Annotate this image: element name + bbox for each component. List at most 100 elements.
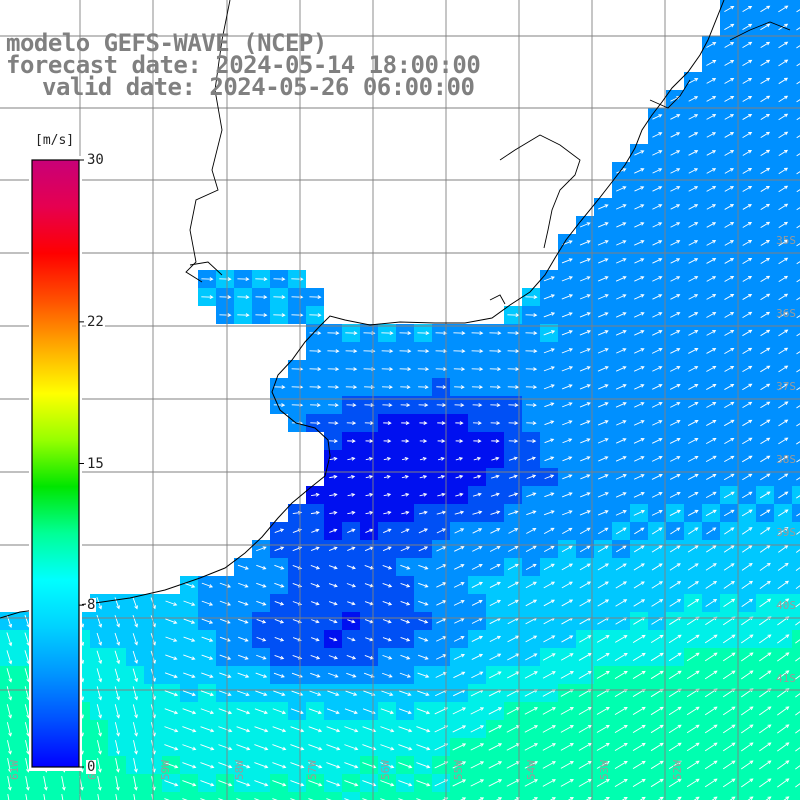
- wind-arrow: [706, 114, 717, 120]
- wind-arrow: [491, 439, 500, 443]
- wind-arrow: [724, 114, 735, 120]
- field-cell: [792, 648, 800, 666]
- wind-arrow: [543, 366, 555, 372]
- wind-arrow: [201, 618, 214, 624]
- wind-arrow: [597, 510, 609, 516]
- wind-arrow: [490, 528, 501, 534]
- wind-arrow: [704, 724, 718, 734]
- wind-arrow: [760, 185, 771, 192]
- wind-arrow: [543, 384, 555, 390]
- field-cell: [792, 90, 800, 108]
- wind-arrow: [398, 726, 413, 733]
- field-cell: [792, 450, 800, 468]
- wind-arrow: [274, 528, 285, 534]
- wind-arrow: [634, 384, 645, 390]
- wind-arrow: [795, 729, 800, 734]
- wind-arrow: [688, 402, 699, 408]
- wind-arrow: [580, 420, 591, 426]
- wind-arrow: [382, 565, 393, 570]
- wind-arrow: [724, 383, 735, 390]
- field-cell: [360, 792, 378, 800]
- wind-arrow: [704, 670, 718, 680]
- wind-arrow: [526, 421, 537, 426]
- wind-arrow: [273, 690, 286, 696]
- wind-arrow: [652, 420, 663, 426]
- wind-arrow: [688, 114, 699, 120]
- wind-arrow: [686, 760, 700, 770]
- wind-arrow: [310, 583, 321, 588]
- wind-arrow: [416, 744, 431, 751]
- wind-arrow: [634, 258, 645, 264]
- wind-arrow: [704, 652, 718, 662]
- wind-arrow: [652, 132, 663, 138]
- wind-arrow: [291, 313, 304, 318]
- wind-arrow: [615, 635, 628, 643]
- wind-arrow: [114, 722, 120, 737]
- field-cell: [792, 126, 800, 144]
- wind-arrow: [616, 240, 627, 246]
- wind-arrow: [580, 474, 591, 480]
- wind-arrow: [560, 725, 574, 733]
- wind-arrow: [471, 599, 483, 606]
- wind-arrow: [686, 652, 700, 662]
- wind-arrow: [724, 293, 735, 300]
- wind-arrow: [632, 778, 646, 788]
- wind-arrow: [706, 527, 717, 535]
- wind-arrow: [525, 545, 537, 553]
- wind-arrow: [578, 707, 592, 715]
- wind-arrow: [778, 5, 789, 13]
- wind-arrow: [164, 762, 179, 769]
- wind-arrow: [401, 439, 410, 443]
- wind-arrow: [310, 403, 321, 408]
- wind-arrow: [760, 149, 771, 157]
- wind-arrow: [633, 563, 645, 571]
- wind-arrow: [598, 204, 609, 210]
- wind-arrow: [417, 672, 430, 678]
- field-cell: [792, 0, 800, 18]
- wind-arrow: [670, 258, 681, 264]
- wind-arrow: [489, 331, 502, 336]
- wind-arrow: [796, 333, 800, 337]
- wind-arrow: [454, 564, 465, 570]
- wind-arrow: [668, 724, 682, 734]
- wind-arrow: [778, 311, 789, 319]
- wind-arrow: [471, 653, 484, 660]
- wind-arrow: [778, 185, 789, 193]
- wind-arrow: [688, 366, 699, 372]
- wind-arrow: [365, 492, 374, 497]
- wind-arrow: [256, 546, 267, 552]
- wind-arrow: [400, 619, 411, 624]
- wind-arrow: [742, 185, 753, 192]
- wind-arrow: [615, 563, 627, 571]
- longitude-label: 56W: [379, 760, 392, 780]
- wind-arrow: [382, 546, 392, 552]
- wind-arrow: [650, 652, 664, 662]
- wind-arrow: [760, 275, 771, 283]
- wind-arrow: [650, 760, 664, 770]
- wind-arrow: [615, 384, 627, 390]
- wind-arrow: [525, 349, 538, 354]
- wind-arrow: [133, 740, 138, 755]
- wind-arrow: [742, 473, 753, 481]
- wind-arrow: [760, 365, 771, 373]
- wind-arrow: [561, 563, 573, 571]
- wind-arrow: [598, 258, 609, 264]
- wind-arrow: [741, 509, 753, 517]
- wind-arrow: [759, 580, 771, 589]
- wind-arrow: [274, 637, 285, 642]
- field-cell: [612, 792, 630, 800]
- field-cell: [792, 540, 800, 558]
- wind-arrow: [652, 114, 663, 120]
- wind-arrow: [704, 706, 718, 716]
- wind-arrow: [401, 457, 409, 461]
- wind-arrow: [489, 653, 502, 661]
- wind-arrow: [742, 78, 753, 84]
- wind-arrow: [382, 637, 392, 642]
- wind-arrow: [418, 582, 429, 588]
- wind-arrow: [597, 599, 610, 607]
- wind-arrow: [796, 513, 800, 517]
- wind-arrow: [562, 510, 573, 516]
- wind-arrow: [706, 240, 717, 246]
- wind-arrow: [597, 563, 609, 571]
- wind-arrow: [741, 580, 754, 589]
